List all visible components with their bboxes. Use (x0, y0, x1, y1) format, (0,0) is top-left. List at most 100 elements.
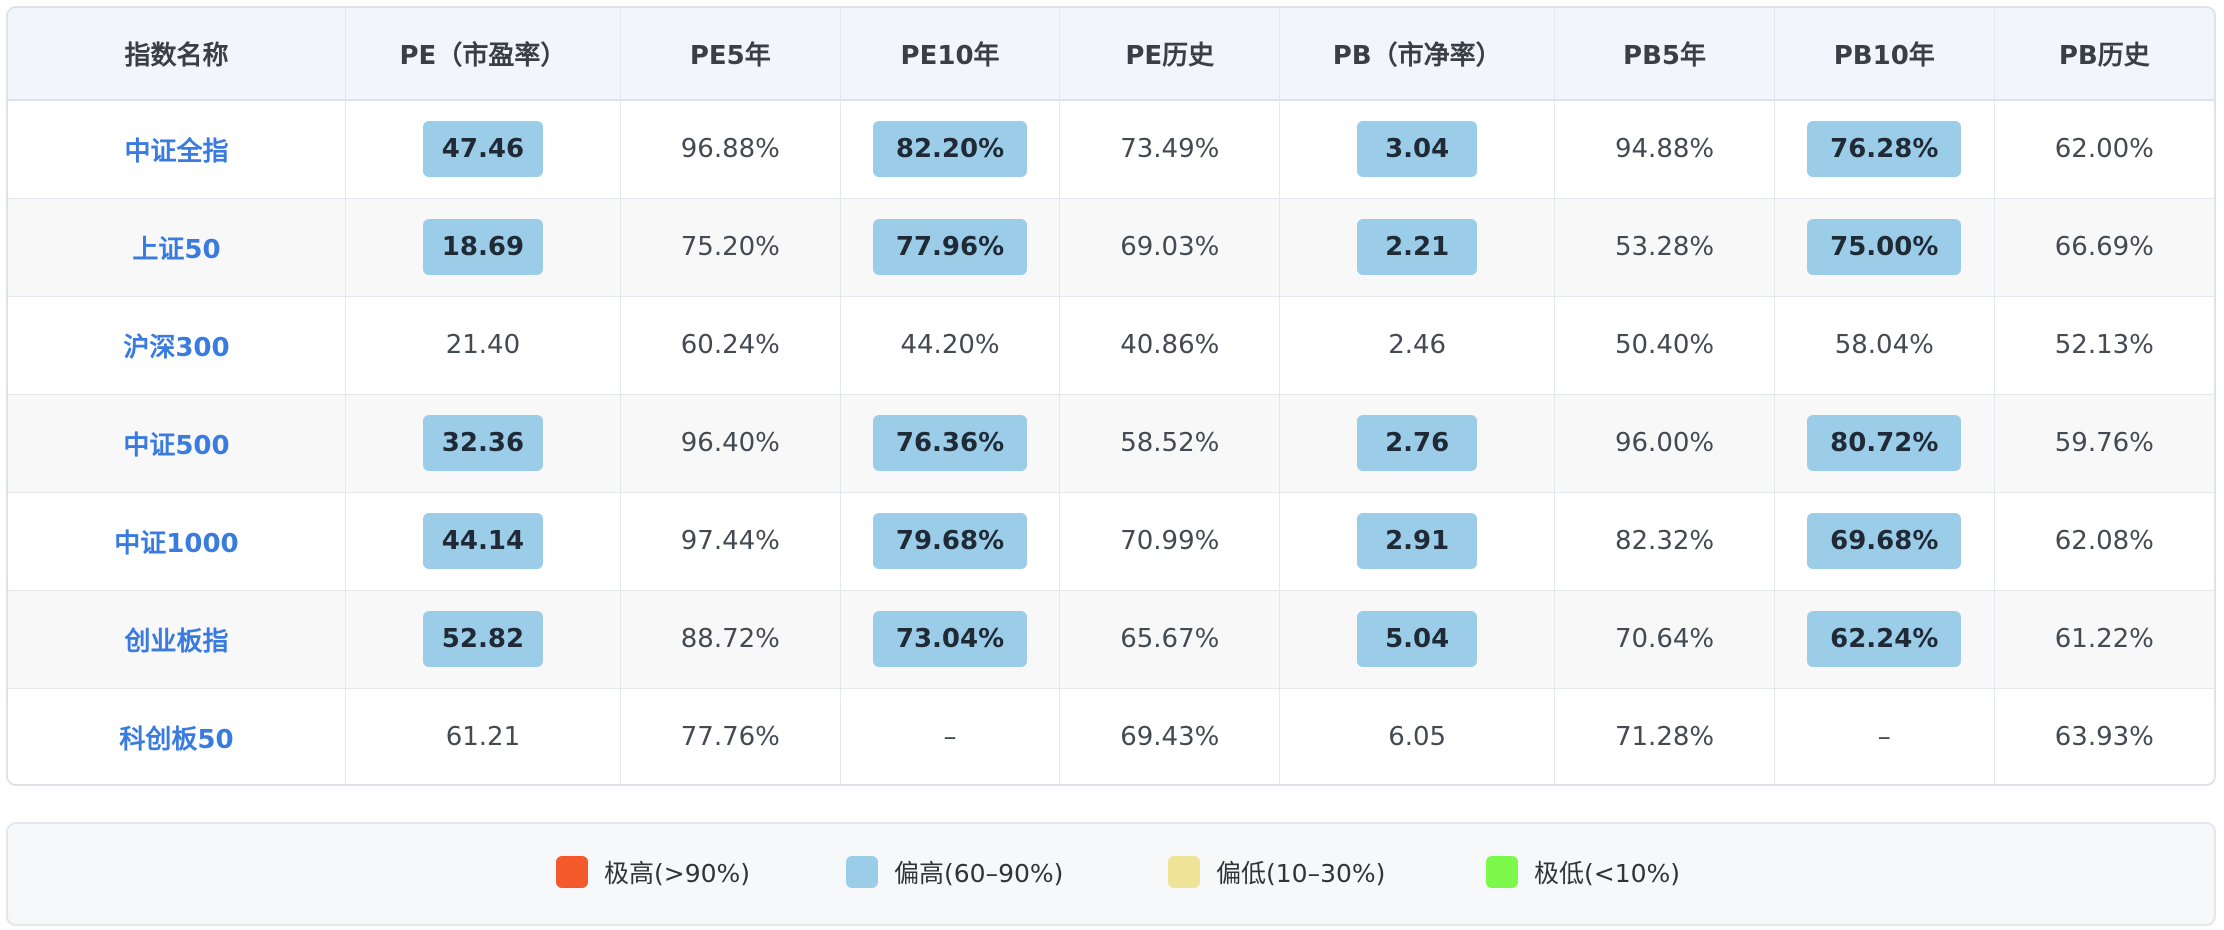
legend-swatch-extreme-high (556, 856, 588, 888)
cell-pe-10y: 77.96% (839, 197, 1061, 297)
highlight-badge: 5.04 (1357, 611, 1478, 667)
header-pe-5y: PE5年 (619, 8, 841, 101)
table-body: 中证全指 47.46 96.88% 82.20% 73.49% 3.04 94.88% 76.… (8, 99, 2214, 784)
table-row: 中证1000 44.14 97.44% 79.68% 70.99% 2.91 82.32% 6… (8, 491, 2214, 591)
cell-pb-10y: 75.00% (1773, 197, 1995, 297)
highlight-badge: 3.04 (1357, 121, 1478, 178)
table-row: 科创板50 61.21 77.76% –69.43% 6.05 71.28% –63.93% (8, 687, 2214, 784)
cell-pe-history: 69.03% (1059, 197, 1281, 297)
legend-item-low: 偏低(10–30%) (1168, 854, 1385, 890)
index-name-link[interactable]: 沪深300 (8, 295, 346, 395)
legend-swatch-low (1168, 856, 1200, 888)
cell-pb-5y: 71.28% (1554, 687, 1775, 784)
legend-label: 极低(<10%) (1534, 859, 1681, 888)
cell-pe-5y: 88.72% (619, 589, 841, 689)
cell-pb: 2.46 (1279, 295, 1556, 395)
header-pe: PE（市盈率） (344, 8, 621, 101)
cell-pb-5y: 82.32% (1554, 491, 1775, 591)
highlight-badge: 76.36% (873, 415, 1028, 471)
cell-pe-10y: – (839, 687, 1061, 784)
table-header-row: 指数名称 PE（市盈率） PE5年 PE10年 PE历史 PB（市净率） PB5… (8, 8, 2214, 101)
cell-pe: 52.82 (344, 589, 621, 689)
highlight-badge: 80.72% (1807, 415, 1962, 471)
cell-pe: 47.46 (344, 99, 621, 199)
cell-pb-history: 52.13% (1993, 295, 2214, 395)
index-name-link[interactable]: 创业板指 (8, 589, 346, 689)
legend-item-extreme-high: 极高(>90%) (556, 854, 750, 890)
cell-pe-history: 73.49% (1059, 99, 1281, 199)
index-name-link[interactable]: 中证500 (8, 393, 346, 493)
legend-label: 偏低(10–30%) (1216, 859, 1386, 888)
header-pb-history: PB历史 (1993, 8, 2214, 101)
cell-pb: 3.04 (1279, 99, 1556, 199)
cell-pb-5y: 96.00% (1554, 393, 1775, 493)
cell-pb: 2.76 (1279, 393, 1556, 493)
legend-label: 偏高(60–90%) (894, 859, 1064, 888)
cell-pe-history: 58.52% (1059, 393, 1281, 493)
cell-pe-5y: 60.24% (619, 295, 841, 395)
highlight-badge: 52.82 (422, 611, 543, 667)
header-pe-10y: PE10年 (839, 8, 1061, 101)
cell-pe-10y: 73.04% (839, 589, 1061, 689)
legend-swatch-extreme-low (1486, 856, 1518, 888)
index-name-link[interactable]: 上证50 (8, 197, 346, 297)
legend-item-high: 偏高(60–90%) (846, 854, 1063, 890)
highlight-badge: 79.68% (873, 513, 1028, 569)
header-pb-5y: PB5年 (1554, 8, 1775, 101)
cell-pe: 18.69 (344, 197, 621, 297)
cell-pe-10y: 82.20% (839, 99, 1061, 199)
legend-item-extreme-low: 极低(<10%) (1486, 854, 1680, 890)
cell-pb-history: 61.22% (1993, 589, 2214, 689)
highlight-badge: 62.24% (1807, 611, 1962, 667)
cell-pe: 44.14 (344, 491, 621, 591)
cell-pb-10y: 69.68% (1773, 491, 1995, 591)
cell-pb-5y: 94.88% (1554, 99, 1775, 199)
cell-pb-10y: – (1773, 687, 1995, 784)
cell-pe-5y: 96.40% (619, 393, 841, 493)
table-row: 中证500 32.36 96.40% 76.36% 58.52% 2.76 96.00% 80… (8, 393, 2214, 493)
index-name-link[interactable]: 中证全指 (8, 99, 346, 199)
highlight-badge: 77.96% (873, 219, 1028, 275)
cell-pb-10y: 76.28% (1773, 99, 1995, 199)
cell-pb-5y: 70.64% (1554, 589, 1775, 689)
legend-panel: 极高(>90%) 偏高(60–90%) 偏低(10–30%) 极低(<10%) (6, 822, 2216, 926)
highlight-badge: 76.28% (1807, 121, 1962, 178)
table-row: 中证全指 47.46 96.88% 82.20% 73.49% 3.04 94.88% 76.… (8, 99, 2214, 199)
table-row: 沪深300 21.40 60.24% 44.20% 40.86% 2.46 50.40% 58… (8, 295, 2214, 395)
cell-pb-10y: 80.72% (1773, 393, 1995, 493)
highlight-badge: 47.46 (422, 121, 543, 178)
cell-pb: 2.21 (1279, 197, 1556, 297)
cell-pb-5y: 53.28% (1554, 197, 1775, 297)
table-row: 上证50 18.69 75.20% 77.96% 69.03% 2.21 53.28% 75.… (8, 197, 2214, 297)
cell-pe: 32.36 (344, 393, 621, 493)
highlight-badge: 32.36 (422, 415, 543, 471)
header-pe-history: PE历史 (1059, 8, 1281, 101)
cell-pe-5y: 75.20% (619, 197, 841, 297)
cell-pb-history: 66.69% (1993, 197, 2214, 297)
index-name-link[interactable]: 科创板50 (8, 687, 346, 784)
legend-label: 极高(>90%) (604, 859, 751, 888)
header-pb-10y: PB10年 (1773, 8, 1995, 101)
highlight-badge: 2.76 (1357, 415, 1478, 471)
header-index-name: 指数名称 (8, 8, 346, 101)
cell-pe: 61.21 (344, 687, 621, 784)
cell-pb-history: 62.00% (1993, 99, 2214, 199)
index-name-link[interactable]: 中证1000 (8, 491, 346, 591)
valuation-table: 指数名称 PE（市盈率） PE5年 PE10年 PE历史 PB（市净率） PB5… (8, 8, 2214, 784)
cell-pb-10y: 62.24% (1773, 589, 1995, 689)
cell-pe-10y: 79.68% (839, 491, 1061, 591)
legend-swatch-high (846, 856, 878, 888)
cell-pe-history: 69.43% (1059, 687, 1281, 784)
cell-pb: 5.04 (1279, 589, 1556, 689)
cell-pe-history: 40.86% (1059, 295, 1281, 395)
cell-pe-history: 70.99% (1059, 491, 1281, 591)
header-pb: PB（市净率） (1279, 8, 1556, 101)
highlight-badge: 18.69 (422, 219, 543, 275)
highlight-badge: 44.14 (422, 513, 543, 569)
cell-pe-10y: 44.20% (839, 295, 1061, 395)
highlight-badge: 2.91 (1357, 513, 1478, 569)
cell-pb: 2.91 (1279, 491, 1556, 591)
highlight-badge: 2.21 (1357, 219, 1478, 275)
cell-pe-5y: 77.76% (619, 687, 841, 784)
cell-pb-5y: 50.40% (1554, 295, 1775, 395)
